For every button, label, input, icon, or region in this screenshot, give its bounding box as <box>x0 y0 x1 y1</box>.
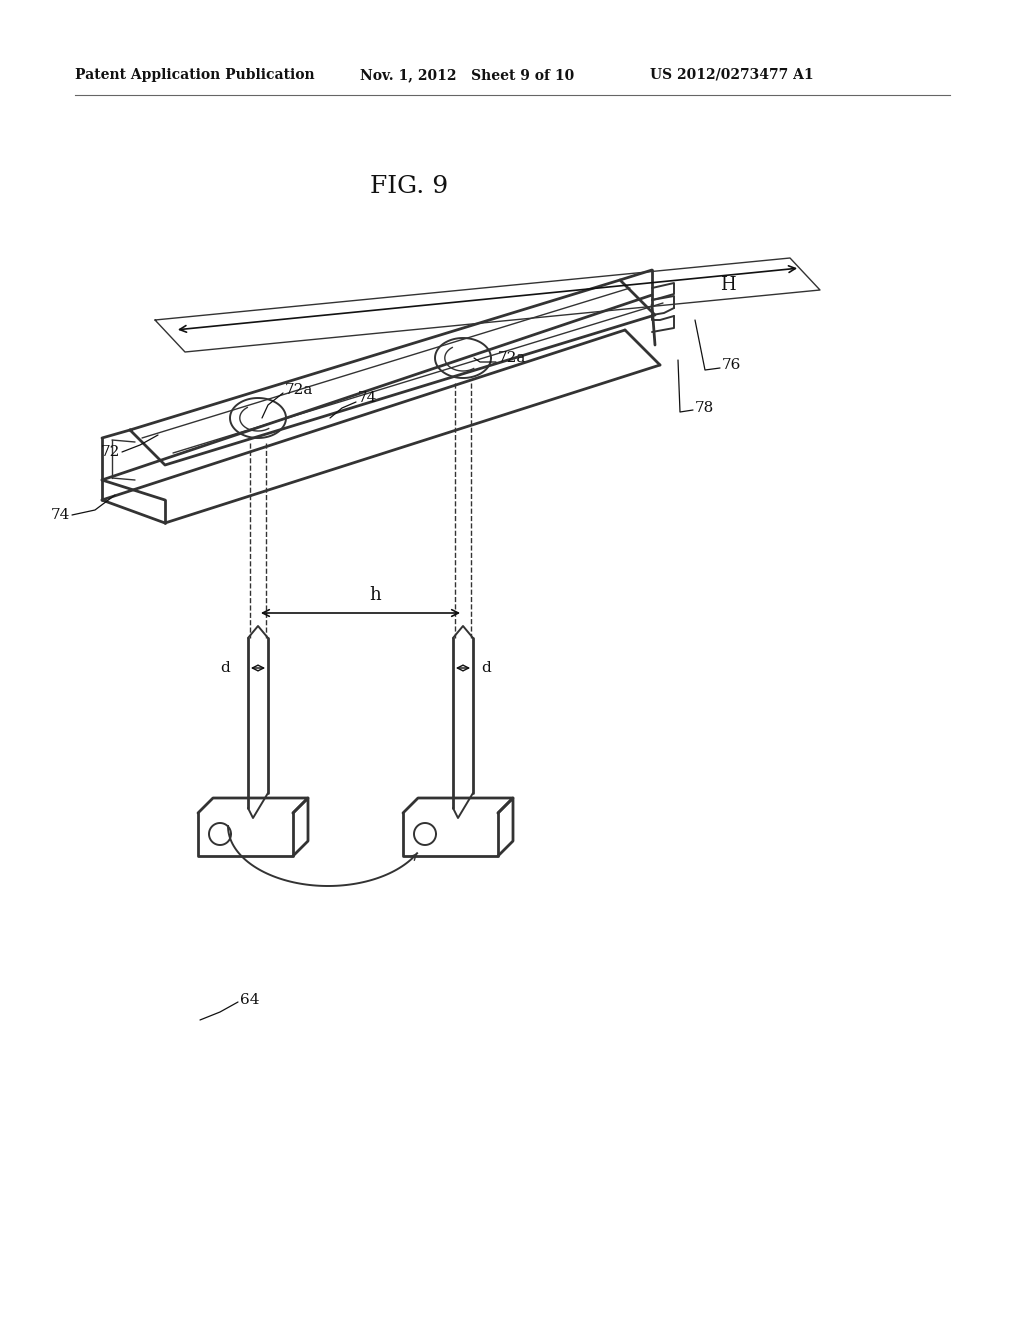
Text: 74: 74 <box>358 391 378 405</box>
Text: Nov. 1, 2012   Sheet 9 of 10: Nov. 1, 2012 Sheet 9 of 10 <box>360 69 574 82</box>
Text: 74: 74 <box>50 508 70 521</box>
Text: h: h <box>370 586 381 605</box>
Text: 64: 64 <box>240 993 259 1007</box>
Text: 72a: 72a <box>498 351 526 366</box>
Text: d: d <box>220 661 230 675</box>
Text: d: d <box>481 661 490 675</box>
Text: 76: 76 <box>722 358 741 372</box>
Text: 78: 78 <box>695 401 715 414</box>
Text: 72a: 72a <box>285 383 313 397</box>
Text: US 2012/0273477 A1: US 2012/0273477 A1 <box>650 69 814 82</box>
Text: Patent Application Publication: Patent Application Publication <box>75 69 314 82</box>
Text: FIG. 9: FIG. 9 <box>370 176 449 198</box>
Text: 72: 72 <box>100 445 120 459</box>
Text: H: H <box>720 276 735 294</box>
